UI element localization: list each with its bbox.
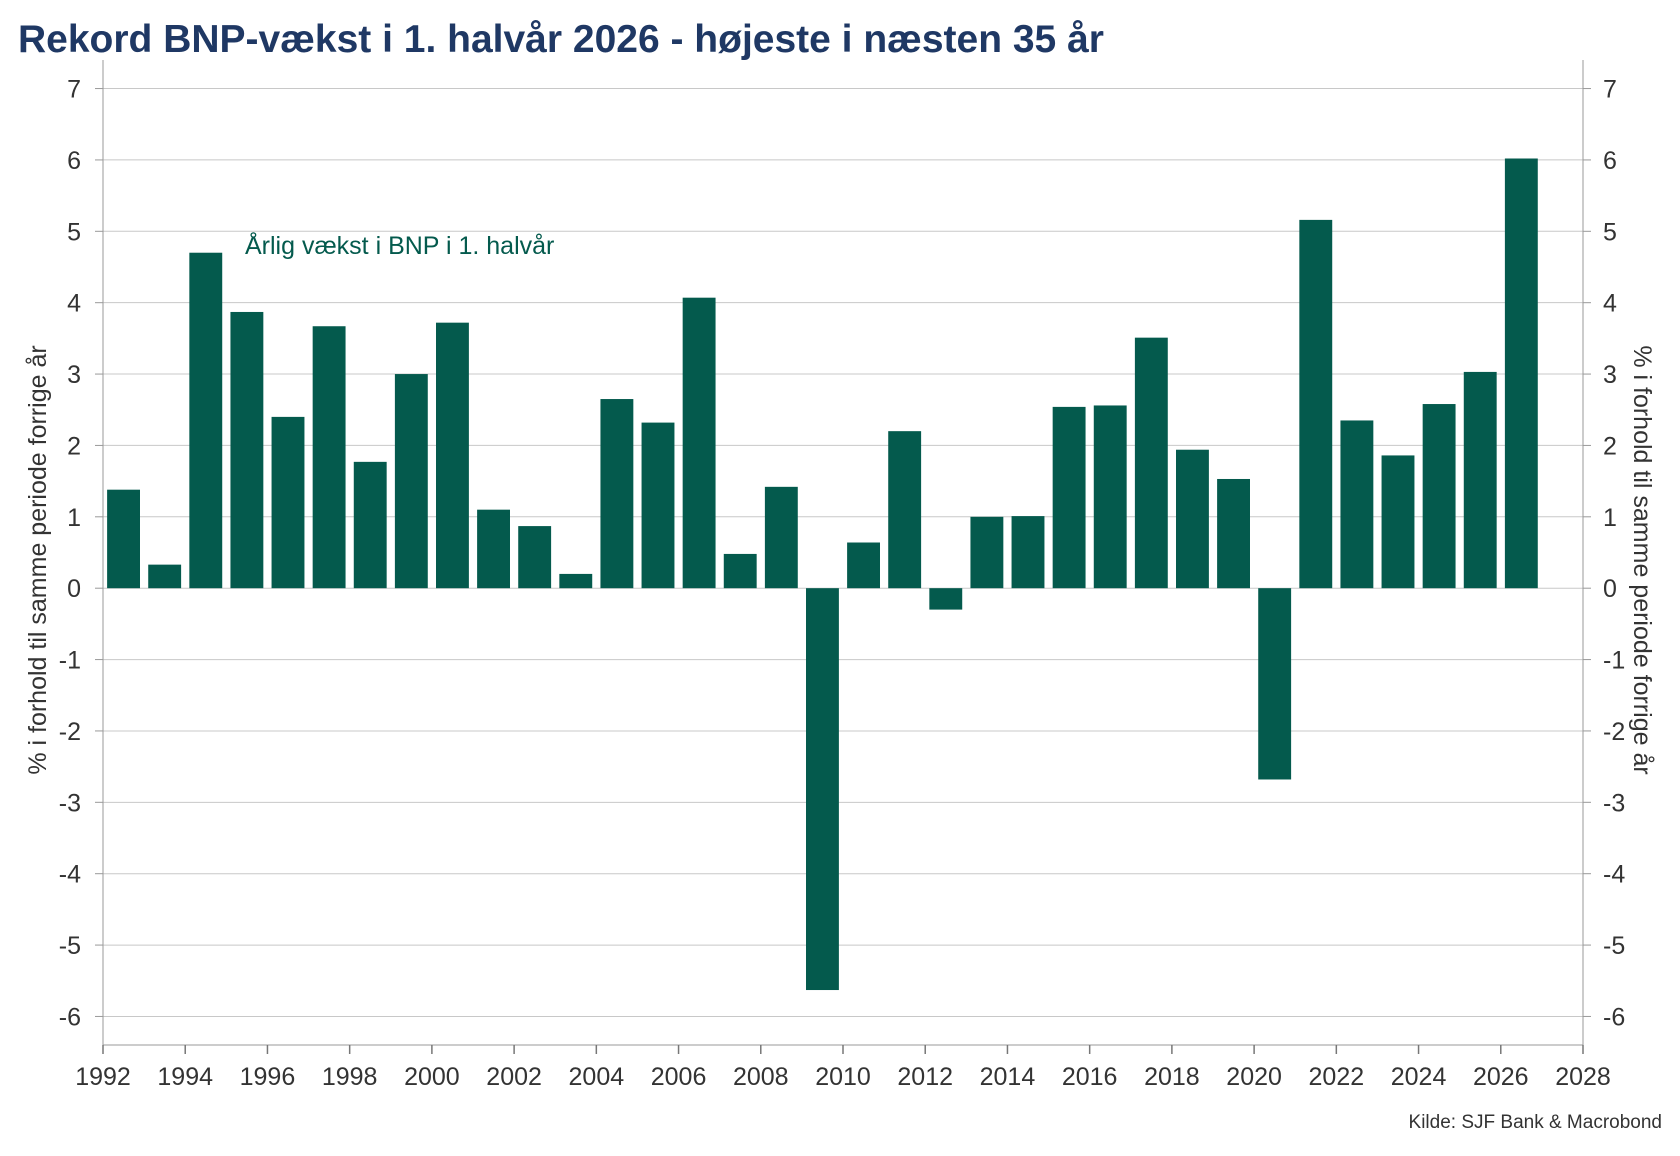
- x-tick-label: 2006: [651, 1063, 707, 1091]
- bar-2021: [1299, 219, 1333, 589]
- y-tick-label-left: 6: [67, 147, 81, 175]
- bar-2015: [1052, 406, 1086, 589]
- bar-2003: [559, 573, 593, 589]
- bar-1995: [230, 311, 264, 589]
- bar-2004: [600, 399, 634, 589]
- x-tick-label: 2008: [733, 1063, 789, 1091]
- y-tick-label-right: 3: [1603, 361, 1617, 389]
- y-tick-label-right: 2: [1603, 432, 1617, 460]
- bar-2002: [518, 526, 552, 589]
- y-axis-title-left: % i forhold til samme periode forrige år: [24, 345, 52, 774]
- bar-2025: [1463, 371, 1497, 589]
- x-tick-label: 2004: [569, 1063, 625, 1091]
- bar-2010: [847, 542, 880, 589]
- bar-2017: [1134, 337, 1168, 589]
- bar-2005: [641, 422, 675, 589]
- bar-2011: [888, 431, 922, 589]
- y-tick-label-right: -4: [1603, 861, 1625, 889]
- bar-1996: [271, 416, 305, 589]
- x-tick-label: 2014: [980, 1063, 1036, 1091]
- x-tick-label: 2000: [404, 1063, 460, 1091]
- x-tick-label: 2012: [897, 1063, 953, 1091]
- y-tick-label-right: 4: [1603, 290, 1617, 318]
- y-tick-label-left: -1: [59, 647, 81, 675]
- y-tick-label-right: 6: [1603, 147, 1617, 175]
- y-tick-label-right: 0: [1603, 575, 1617, 603]
- gridlines: [103, 88, 1583, 1017]
- y-tick-label-left: 0: [67, 575, 81, 603]
- y-axis-title-right: % i forhold til samme periode forrige år: [1628, 345, 1656, 774]
- x-tick-label: 1996: [240, 1063, 296, 1091]
- bar-2008: [764, 486, 798, 589]
- x-tick-label: 2028: [1555, 1063, 1611, 1091]
- chart-title: Rekord BNP-vækst i 1. halvår 2026 - høje…: [18, 18, 1104, 61]
- bar-2020: [1258, 588, 1292, 780]
- y-tick-label-right: 5: [1603, 218, 1617, 246]
- bar-2013: [970, 516, 1004, 589]
- bar-2009: [806, 588, 839, 991]
- y-tick-labels-right: -6 -5 -4 -3 -2 -1 0 1 2 3 4 5 6 7: [1603, 76, 1625, 1032]
- bar-2018: [1176, 449, 1209, 589]
- y-tick-label-left: 1: [67, 504, 81, 532]
- x-tick-label: 2020: [1226, 1063, 1282, 1091]
- y-tick-labels-left: -6 -5 -4 -3 -2 -1 0 1 2 3 4 5 6 7: [59, 76, 81, 1032]
- x-tick-label: 2010: [815, 1063, 871, 1091]
- y-tick-label-left: 3: [67, 361, 81, 389]
- x-tick-label: 1994: [157, 1063, 213, 1091]
- bar-2026: [1504, 158, 1538, 589]
- y-tick-label-left: 2: [67, 432, 81, 460]
- bar-2016: [1093, 405, 1127, 589]
- y-tick-label-left: -6: [59, 1003, 81, 1031]
- y-tick-label-left: -4: [59, 861, 81, 889]
- y-tick-label-left: -5: [59, 932, 81, 960]
- source-note: Kilde: SJF Bank & Macrobond: [1408, 1112, 1662, 1133]
- bar-2023: [1381, 455, 1415, 589]
- y-tick-label-left: 4: [67, 290, 81, 318]
- bar-1994: [189, 252, 223, 589]
- bar-1993: [148, 564, 182, 589]
- series-annotation: Årlig vækst i BNP i 1. halvår: [245, 230, 554, 260]
- axes: [95, 60, 1591, 1054]
- bars: [107, 158, 1538, 991]
- y-tick-label-right: 1: [1603, 504, 1617, 532]
- bar-1999: [394, 374, 428, 589]
- y-tick-label-right: -5: [1603, 932, 1625, 960]
- y-tick-label-left: -3: [59, 789, 81, 817]
- bar-1998: [353, 461, 387, 589]
- y-tick-label-left: 5: [67, 218, 81, 246]
- bar-2022: [1340, 420, 1374, 589]
- y-tick-label-right: -3: [1603, 789, 1625, 817]
- x-tick-label: 2026: [1473, 1063, 1529, 1091]
- x-tick-label: 2024: [1391, 1063, 1447, 1091]
- x-tick-label: 2002: [486, 1063, 542, 1091]
- y-tick-label-right: -1: [1603, 647, 1625, 675]
- y-tick-label-left: -2: [59, 718, 81, 746]
- bar-2001: [477, 509, 510, 589]
- x-tick-label: 2018: [1144, 1063, 1200, 1091]
- bar-2019: [1217, 478, 1250, 589]
- y-tick-label-left: 7: [67, 76, 81, 104]
- x-tick-labels: 1992 1994 1996 1998 2000 2002 2004 2006 2008 2010…: [75, 1063, 1611, 1091]
- bar-1997: [312, 326, 346, 589]
- x-tick-label: 2022: [1309, 1063, 1365, 1091]
- y-tick-label-right: -6: [1603, 1003, 1625, 1031]
- bar-2014: [1011, 516, 1045, 589]
- bar-2000: [436, 322, 469, 589]
- bar-2024: [1422, 404, 1456, 589]
- x-tick-label: 1992: [75, 1063, 131, 1091]
- y-tick-label-right: -2: [1603, 718, 1625, 746]
- bar-1992: [107, 489, 140, 589]
- bar-2007: [723, 553, 757, 589]
- y-tick-label-right: 7: [1603, 76, 1617, 104]
- x-tick-label: 2016: [1062, 1063, 1118, 1091]
- bar-2006: [682, 297, 716, 589]
- x-tick-label: 1998: [322, 1063, 378, 1091]
- bar-2012: [929, 588, 963, 610]
